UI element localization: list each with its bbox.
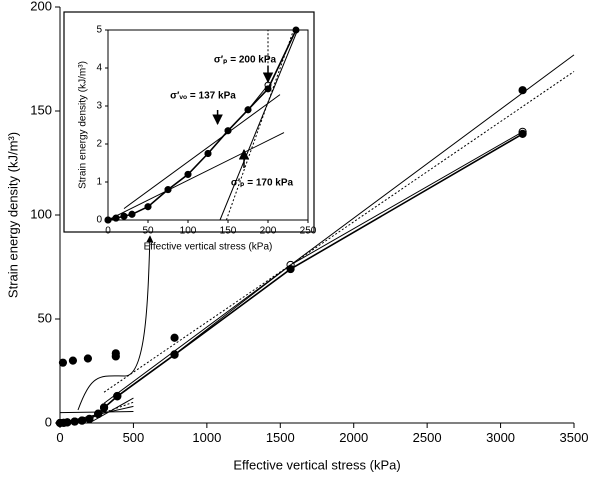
y-axis-label: Strain energy density (kJ/m³) xyxy=(5,132,20,298)
data-point xyxy=(99,403,109,412)
x-tick-label: 150 xyxy=(220,226,237,237)
data-point xyxy=(144,203,152,211)
data-point xyxy=(120,212,128,220)
data-point xyxy=(128,210,136,218)
x-tick-label: 1000 xyxy=(192,430,221,445)
x-tick-label: 0 xyxy=(56,430,63,445)
data-point xyxy=(204,150,212,157)
y-tick-label: 1 xyxy=(96,177,102,188)
x-axis-label: Effective vertical stress (kPa) xyxy=(144,242,273,253)
plot-frame xyxy=(107,29,309,221)
data-point xyxy=(184,170,192,178)
series-line xyxy=(107,132,285,221)
annotation: σ′ₚ = 170 kPa xyxy=(231,178,294,189)
x-tick-label: 500 xyxy=(123,430,145,445)
x-tick-label: 0 xyxy=(105,226,111,237)
series-line xyxy=(89,397,134,424)
inset-pointer xyxy=(77,235,154,411)
annotation: σ′ᵥₒ = 137 kPa xyxy=(170,91,236,102)
series-line xyxy=(103,71,575,393)
y-tick-label: 4 xyxy=(96,63,102,74)
x-tick-label: 200 xyxy=(260,226,277,237)
data-point xyxy=(292,26,300,34)
inset-frame xyxy=(63,11,315,233)
data-point xyxy=(244,106,252,114)
y-tick-label: 2 xyxy=(96,139,102,150)
x-tick-label: 2500 xyxy=(413,430,442,445)
inset-plot: 0 50 100 150 200 250 0 1 2 3 4 5 Effective vertical … xyxy=(78,25,317,253)
y-tick-label: 50 xyxy=(38,310,52,325)
x-tick-label: 3000 xyxy=(486,430,515,445)
main-plot: 0 500 1000 1500 2000 2500 3000 3500050100150200… xyxy=(5,0,588,472)
data-point xyxy=(111,349,120,358)
data-point xyxy=(58,358,68,367)
y-tick-label: 150 xyxy=(30,102,52,117)
y-tick-label: 200 xyxy=(30,0,52,13)
x-axis-label: Effective vertical stress (kPa) xyxy=(233,457,400,472)
data-point xyxy=(518,129,527,138)
data-point xyxy=(264,85,272,93)
series-line xyxy=(59,405,134,424)
x-tick-label: 2000 xyxy=(339,430,368,445)
annotation: σ′ₚ = 200 kPa xyxy=(214,55,277,66)
series-line xyxy=(123,94,281,210)
x-tick-label: 3500 xyxy=(560,430,589,445)
data-point xyxy=(170,333,179,342)
y-tick-label: 0 xyxy=(96,215,102,226)
y-tick-label: 0 xyxy=(45,414,52,429)
data-point xyxy=(83,354,93,363)
y-tick-label: 5 xyxy=(96,25,102,36)
x-tick-label: 1500 xyxy=(266,430,295,445)
y-axis-label: Strain energy density (kJ/m³) xyxy=(78,61,89,189)
y-tick-label: 100 xyxy=(30,206,52,221)
x-tick-label: 250 xyxy=(300,226,317,237)
data-point xyxy=(68,356,78,365)
series-line xyxy=(219,29,299,221)
x-tick-label: 100 xyxy=(180,226,197,237)
series-line xyxy=(103,54,575,404)
series-line xyxy=(59,411,134,414)
series-line xyxy=(225,29,295,221)
x-tick-label: 50 xyxy=(142,226,154,237)
y-tick-label: 3 xyxy=(96,101,102,112)
